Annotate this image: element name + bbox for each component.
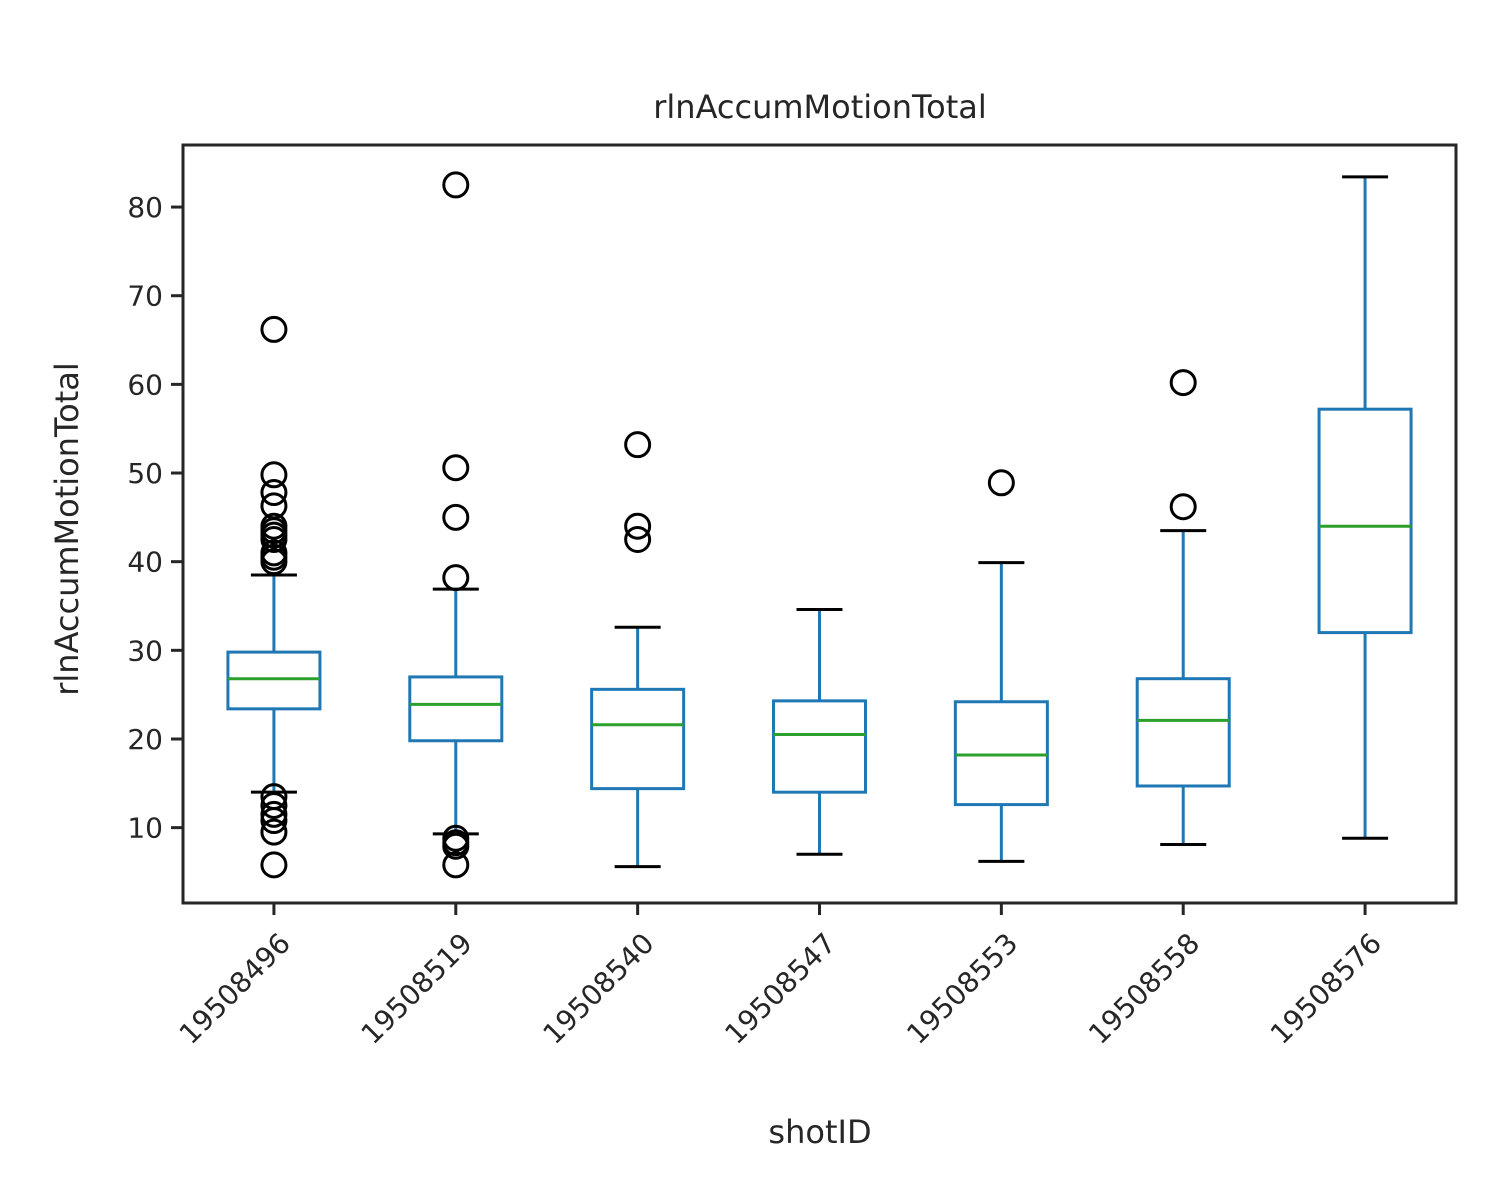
flier-point [442, 832, 470, 860]
flier-point [260, 807, 288, 835]
x-tick-label: 19508553 [900, 927, 1024, 1051]
y-tick-label: 30 [127, 634, 163, 667]
flier-point [260, 800, 288, 828]
x-axis-label: shotID [768, 1113, 871, 1151]
y-tick-label: 50 [127, 457, 163, 490]
flier-point [624, 512, 652, 540]
box [1135, 677, 1231, 788]
x-tick-label: 19508576 [1264, 927, 1388, 1051]
flier-point [260, 791, 288, 819]
x-tick-label: 19508496 [173, 927, 297, 1051]
flier-point [442, 171, 470, 199]
y-axis-label: rlnAccumMotionTotal [48, 362, 86, 696]
plot-area: 10 20 30 40 50 60 70 80 19508496 19508519 19508540… [127, 143, 1458, 1051]
box [772, 699, 867, 794]
flier-point [260, 479, 288, 507]
flier-point [260, 818, 288, 846]
flier-point [260, 315, 288, 343]
flier-point [442, 564, 470, 592]
flier-point [442, 454, 470, 482]
flier-point [624, 526, 652, 554]
flier-point [260, 461, 288, 489]
flier-point [442, 851, 470, 879]
flier-point [624, 431, 652, 459]
box [590, 687, 686, 791]
chart-title: rlnAccumMotionTotal [653, 88, 987, 126]
x-tick-label: 19508519 [355, 927, 479, 1051]
y-tick-label: 20 [127, 723, 163, 756]
flier-point [260, 526, 288, 554]
flier-point [260, 548, 288, 576]
y-tick-label: 10 [127, 812, 163, 845]
flier-point [260, 851, 288, 879]
flier-point [1169, 369, 1197, 397]
flier-point [442, 503, 470, 531]
box [226, 650, 322, 711]
flier-point [987, 469, 1015, 497]
y-tick-label: 60 [127, 368, 163, 401]
y-tick-label: 40 [127, 546, 163, 579]
box [953, 700, 1049, 807]
x-tick-label: 19508540 [536, 927, 660, 1051]
flier-point [1169, 493, 1197, 521]
y-tick-label: 70 [127, 280, 163, 313]
box [408, 675, 504, 743]
x-tick-label: 19508547 [718, 927, 842, 1051]
x-tick-label: 19508558 [1082, 927, 1206, 1051]
plot-frame [181, 143, 1458, 905]
y-tick-label: 80 [127, 191, 163, 224]
box [1317, 407, 1413, 635]
